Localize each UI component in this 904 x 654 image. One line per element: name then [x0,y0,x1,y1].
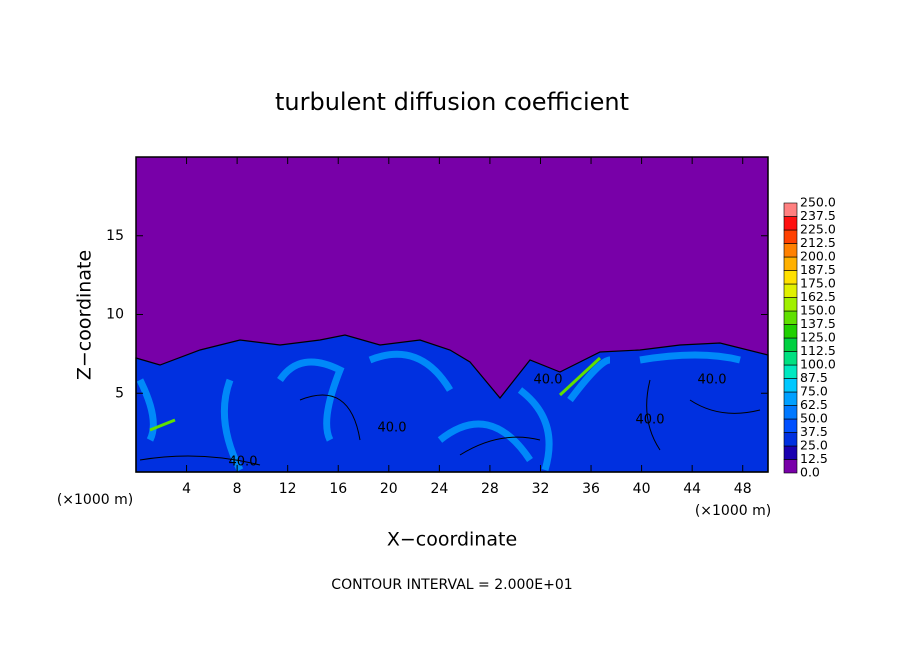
contour-label: 40.0 [698,373,727,388]
colorbar-label: 175.0 [800,276,836,291]
y-tick-label: 15 [106,228,124,244]
colorbar-band [783,405,798,420]
x-tick-label: 12 [279,481,297,497]
colorbar-label: 212.5 [800,235,836,250]
x-tick-label: 8 [233,481,242,497]
colorbar-band [783,229,798,244]
x-tick-label: 32 [532,481,550,497]
y-axis-label: Z−coordinate [74,250,96,380]
colorbar-label: 225.0 [800,222,836,237]
field-band [149,356,602,432]
colorbar-label: 12.5 [800,451,828,466]
x-tick-label: 16 [329,481,347,497]
colorbar-label: 125.0 [800,330,836,345]
x-tick-label: 40 [633,481,651,497]
x-tick-label: 28 [481,481,499,497]
colorbar-band [783,216,798,231]
colorbar-band [783,391,798,406]
x-tick-label: 44 [683,481,701,497]
colorbar-band [783,202,798,217]
colorbar-band [783,378,798,393]
field-band [136,350,741,472]
colorbar-label: 150.0 [800,303,836,318]
colorbar-label: 137.5 [800,316,836,331]
contour-label: 40.0 [229,455,258,470]
x-tick-label: 48 [734,481,752,497]
contour-line [139,379,761,466]
x-tick-label: 36 [582,481,600,497]
colorbar-label: 162.5 [800,289,836,304]
x-unit: (×1000 m) [695,503,771,519]
x-tick-label: 24 [430,481,448,497]
x-tick-label: 4 [182,481,191,497]
y-tick-label: 5 [115,385,124,401]
colorbar-band [783,351,798,366]
colorbar-band [783,283,798,298]
turbulent-layer [135,334,769,473]
colorbar-label: 87.5 [800,370,828,385]
contour-label: 40.0 [534,373,563,388]
colorbar-label: 25.0 [800,438,828,453]
contour-label: 40.0 [636,413,665,428]
colorbar-label: 0.0 [800,465,820,480]
colorbar-label: 50.0 [800,411,828,426]
colorbar-band [783,445,798,460]
colorbar-band [783,459,798,474]
colorbar-band [783,418,798,433]
colorbar-label: 75.0 [800,384,828,399]
colorbar-band [783,243,798,258]
colorbar-band [783,324,798,339]
colorbar-band [783,337,798,352]
colorbar-band [783,256,798,271]
colorbar-label: 100.0 [800,357,836,372]
y-tick-label: 10 [106,307,124,323]
colorbar-label: 37.5 [800,424,828,439]
colorbar-label: 62.5 [800,397,828,412]
colorbar-band [783,310,798,325]
colorbar-label: 237.5 [800,208,836,223]
x-tick-label: 20 [380,481,398,497]
contour-label: 40.0 [378,421,407,436]
colorbar-label: 187.5 [800,262,836,277]
colorbar-label: 250.0 [800,195,836,210]
colorbar-band [783,432,798,447]
x-axis-label: X−coordinate [387,529,517,551]
colorbar-band [783,364,798,379]
footnote: CONTOUR INTERVAL = 2.000E+01 [331,577,572,593]
chart-title: turbulent diffusion coefficient [275,88,629,116]
colorbar-label: 200.0 [800,249,836,264]
y-unit: (×1000 m) [57,492,133,508]
colorbar-band [783,297,798,312]
colorbar-label: 112.5 [800,343,836,358]
colorbar-band [783,270,798,285]
